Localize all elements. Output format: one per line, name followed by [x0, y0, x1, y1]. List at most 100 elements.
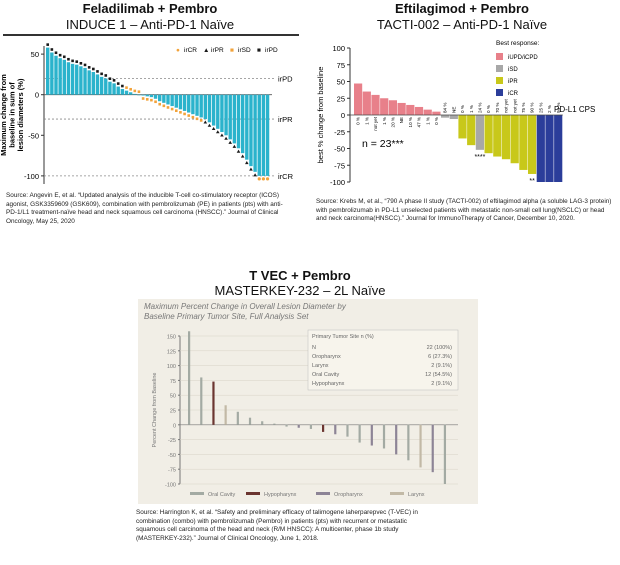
bar	[424, 110, 432, 115]
y-tick-label: 75	[337, 61, 345, 70]
pdl1-cps-label: 0 %	[356, 117, 361, 125]
bar	[354, 84, 362, 115]
y-tick-label: -75	[334, 161, 345, 170]
pdl1-cps-label: 84 %	[443, 103, 448, 113]
bar	[432, 425, 434, 472]
legend-label: Hypopharynx	[264, 492, 297, 498]
pdl1-cps-label: not yet	[504, 98, 509, 113]
site-table-row-label: Oropharynx	[312, 354, 341, 360]
marker-irpr	[228, 141, 232, 144]
bar	[467, 115, 475, 145]
bar	[432, 112, 440, 115]
marker-irpd	[100, 73, 103, 76]
legend-label: Larynx	[408, 492, 425, 498]
bar	[216, 95, 219, 129]
marker-irsd	[175, 109, 178, 112]
pdl1-cps-label: 2 %	[547, 105, 552, 113]
bar	[158, 95, 161, 101]
marker-irpd	[84, 64, 87, 67]
y-axis-label-line: lesion diameters (%)	[16, 78, 25, 151]
pdl1-cps-label: 90 %	[530, 103, 535, 113]
bar	[58, 58, 61, 95]
bar	[322, 425, 324, 432]
bar	[175, 95, 178, 108]
bar	[83, 68, 86, 95]
bar	[554, 115, 562, 182]
legend-symbol: ▲	[203, 47, 209, 54]
marker-irpr	[224, 137, 228, 140]
bar	[415, 107, 423, 115]
marker-irsd	[142, 97, 145, 100]
bar	[419, 425, 421, 468]
pdl1-cps-label: 10 %	[408, 117, 413, 127]
bar	[208, 95, 211, 123]
bar	[117, 87, 120, 95]
bar	[233, 95, 236, 144]
marker-irpr	[237, 150, 241, 153]
bar	[383, 425, 385, 449]
marker-irsd	[179, 111, 182, 114]
bar	[112, 83, 115, 94]
y-tick-label: 50	[31, 50, 39, 59]
legend-label: iSD	[508, 67, 518, 73]
marker-irpd	[63, 56, 66, 59]
legend-swatch	[496, 77, 503, 84]
marker-irsd	[146, 98, 149, 101]
y-tick-label: -100	[330, 178, 345, 187]
marker-irsd	[154, 100, 157, 103]
bar	[187, 95, 190, 113]
marker-irsd	[192, 116, 195, 119]
marker-irpd	[80, 62, 83, 65]
bar	[502, 115, 510, 159]
marker-irsd	[163, 105, 166, 108]
legend-label: irPD	[265, 47, 278, 54]
y-tick-label: -100	[24, 172, 39, 181]
pdl1-cps-label: 47 %	[417, 117, 422, 127]
masterkey-waterfall-chart: 150 125 100 75 50 25 0 -25 -50 -75 -100 Percent Cha…	[138, 324, 478, 504]
y-axis-label: Percent Change from Baseline	[152, 373, 158, 448]
pdl1-cps-label: 20 %	[391, 117, 396, 127]
pdl1-cps-label: 25 %	[538, 103, 543, 113]
marker-irsd	[167, 106, 170, 109]
bar	[528, 115, 536, 174]
pdl1-cps-label: 0 %	[486, 105, 491, 113]
site-table-row-value: 12 (54.5%)	[425, 372, 452, 378]
tacti-title: Eftilagimod + Pembro	[312, 1, 612, 16]
marker-irpr	[208, 124, 212, 127]
threshold-label: irPD	[278, 74, 293, 83]
site-table-row-value: 6 (27.3%)	[428, 354, 452, 360]
legend-title: Best response:	[496, 40, 540, 47]
bar	[154, 95, 157, 99]
bar	[162, 95, 165, 103]
y-tick-label: 25	[170, 409, 176, 415]
marker-irpd	[92, 68, 95, 71]
bar	[241, 95, 244, 153]
legend-swatch	[496, 89, 503, 96]
y-tick-label: 75	[170, 379, 176, 385]
pdl1-cps-label: NE	[451, 107, 456, 113]
bar	[298, 425, 300, 428]
induce-subtitle: INDUCE 1 – Anti-PD-1 Naïve	[0, 17, 300, 32]
marker-irsd	[183, 113, 186, 116]
site-table-row-value: 2 (9.1%)	[431, 363, 452, 369]
bar	[519, 115, 527, 170]
bar	[75, 65, 78, 95]
bar	[359, 425, 361, 443]
bar	[212, 95, 215, 126]
marker-irsd	[171, 108, 174, 111]
bar	[200, 377, 202, 424]
bar	[266, 95, 269, 176]
legend-swatch	[390, 492, 404, 495]
bar	[166, 95, 169, 105]
marker-irpr	[253, 173, 257, 176]
y-tick-label: -50	[334, 145, 345, 154]
pdl1-cps-label: 0 %	[460, 105, 465, 113]
masterkey-chart-title: Maximum Percent Change in Overall Lesion…	[144, 302, 374, 322]
y-tick-label: -100	[165, 483, 176, 489]
bar	[371, 425, 373, 446]
bar	[371, 95, 379, 115]
pdl1-cps-label: 0 %	[434, 117, 439, 125]
site-table-row-label: Larynx	[312, 363, 329, 369]
bar	[225, 405, 227, 425]
pdl1-cps-label: not yet	[512, 98, 517, 113]
